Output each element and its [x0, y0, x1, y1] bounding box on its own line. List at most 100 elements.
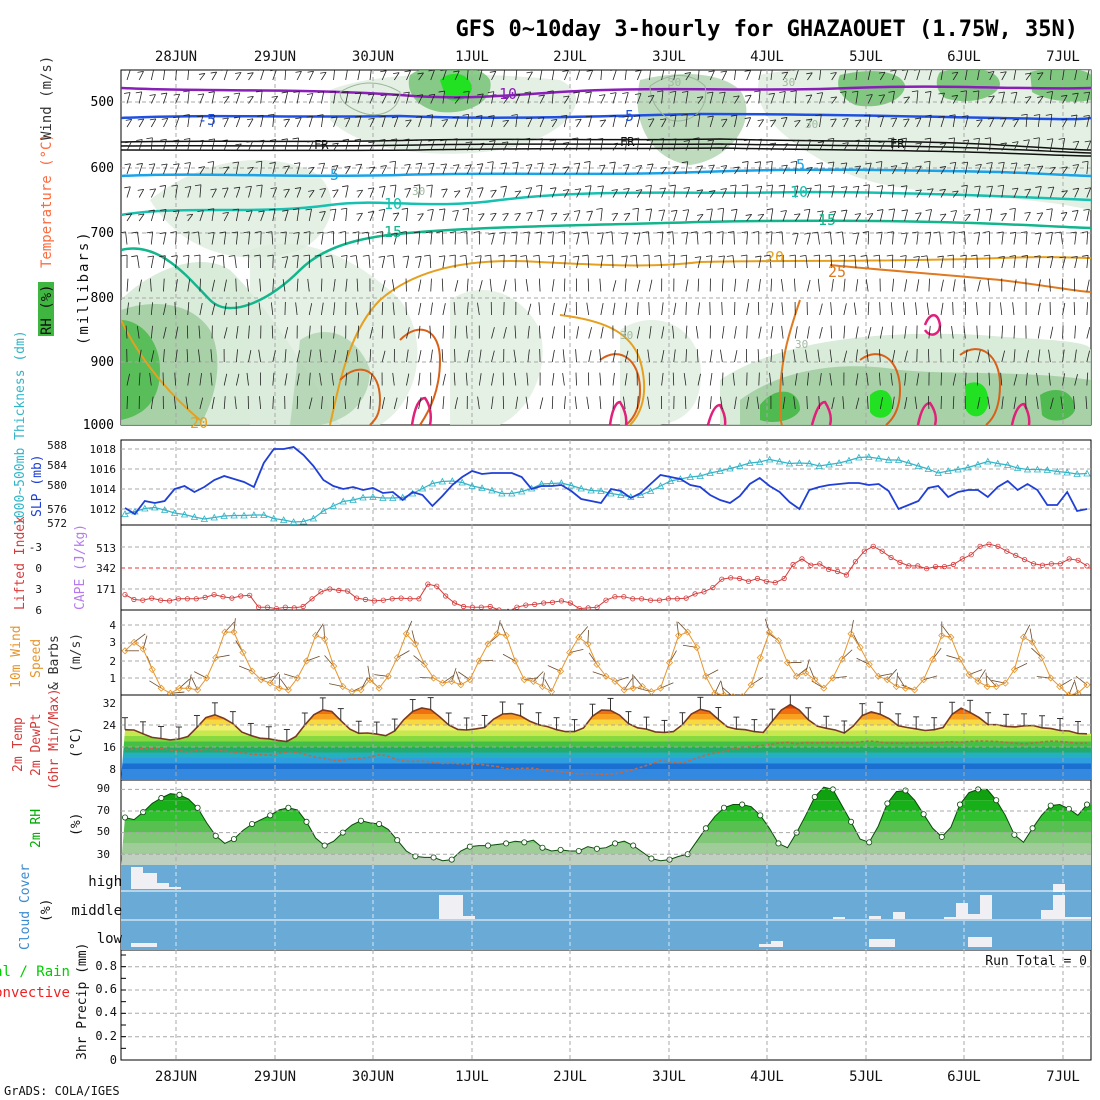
upper-barb-staff [1062, 212, 1068, 222]
lifted-index-point [532, 601, 538, 608]
upper-barb-staff [916, 70, 921, 81]
upper-barb-staff [381, 325, 384, 339]
upper-barb-staff [770, 184, 773, 198]
upper-barb-staff [624, 116, 629, 128]
label-minus10: -10 [490, 85, 517, 103]
upper-barb-staff [284, 118, 290, 128]
upper-barb-staff [649, 208, 653, 222]
upper-barb-staff [892, 91, 895, 104]
lifted-index-point [728, 575, 734, 581]
upper-barb-flag [611, 189, 618, 191]
upper-barb-staff [793, 396, 796, 410]
upper-barb-staff [296, 117, 302, 128]
upper-barb-flag [147, 255, 154, 258]
upper-barb-staff [915, 302, 918, 316]
wind-ylabel-units: (m/s) [69, 633, 84, 672]
upper-barb-flag [745, 94, 752, 97]
upper-barb-flag [779, 91, 786, 93]
upper-barb-flag [525, 187, 532, 190]
upper-barb-staff [867, 70, 871, 81]
upper-barb-flag [817, 210, 824, 213]
upper-barb-staff [515, 213, 521, 222]
upper-barb-staff [721, 188, 727, 198]
cape-panel: -3 0 3 6 513 342 171 Lifted Index CAPE (… [13, 516, 1091, 617]
upper-barb-staff [223, 279, 227, 292]
upper-barb-staff [940, 256, 944, 269]
upper-barb-staff [734, 184, 737, 198]
upper-barb-staff [673, 302, 677, 316]
upper-barb-staff [392, 372, 395, 386]
upper-barb-staff [807, 118, 813, 128]
wind10m-point [212, 654, 220, 662]
wind10m-point [856, 643, 864, 651]
lifted-index-point [184, 596, 190, 602]
lifted-index-point [1075, 557, 1081, 563]
rh-point [249, 820, 256, 827]
upper-barb-staff [150, 255, 154, 269]
upper-barb-flag [380, 165, 387, 167]
upper-barb-staff [248, 350, 252, 363]
lifted-index-point [897, 559, 903, 566]
upper-barb-staff [150, 231, 154, 245]
upper-barb-flag [1072, 164, 1079, 166]
upper-barb-staff [150, 278, 152, 292]
upper-barb-flag [453, 164, 460, 167]
wind10m-point [974, 677, 982, 685]
upper-barb-flag [830, 118, 837, 121]
upper-barb-staff [819, 373, 822, 386]
lifted-index-point [131, 596, 137, 603]
upper-barb-flag [669, 91, 676, 93]
upper-barb-staff [454, 116, 459, 128]
upper-barb-staff [270, 302, 274, 316]
upper-barb-staff [696, 231, 699, 245]
rh-band-4 [121, 811, 1091, 822]
thickness-point [1053, 467, 1061, 475]
upper-barb-staff [1074, 231, 1077, 245]
upper-barb-staff [794, 161, 798, 175]
upper-barb-flag [705, 255, 713, 258]
upper-barb-staff [746, 184, 749, 198]
upper-barb-flag [1061, 190, 1068, 193]
lifted-index-point [398, 595, 404, 601]
upper-barb-flag [478, 142, 485, 145]
upper-barb-flag [223, 96, 230, 98]
upper-barb-staff [491, 373, 494, 386]
temp-tick-24: 24 [103, 719, 117, 732]
upper-barb-staff [515, 138, 519, 151]
upper-barb-staff [1074, 325, 1076, 339]
upper-barb-staff [952, 279, 956, 292]
upper-barb-staff [260, 161, 263, 175]
upper-barb-flag [208, 232, 215, 234]
upper-barb-staff [296, 71, 302, 81]
upper-barb-staff [466, 141, 472, 151]
upper-barb-flag [860, 255, 867, 257]
upper-barb-staff [697, 96, 704, 104]
upper-barb-staff [454, 280, 459, 292]
upper-barb-flag [769, 142, 776, 145]
upper-barb-staff [952, 190, 959, 198]
upper-barb-staff [491, 71, 497, 81]
precip-tick-06: 0.6 [95, 982, 117, 996]
upper-barb-staff [855, 70, 858, 81]
upper-barb-staff [223, 166, 230, 175]
upper-barb-staff [333, 142, 339, 151]
upper-barb-staff [430, 209, 434, 222]
upper-barb-staff [198, 325, 201, 339]
rh-ticks: 30 50 70 90 [97, 782, 110, 861]
upper-barb-staff [1050, 186, 1055, 198]
temp-ylabel-3: (6hr Min/Max) [47, 688, 62, 790]
upper-barb-flag [1083, 91, 1090, 94]
upper-barb-flag [742, 161, 749, 163]
upper-barb-flag [1047, 186, 1054, 189]
upper-barb-staff [539, 231, 543, 245]
upper-barb-staff [964, 162, 969, 175]
upper-barb-staff [1013, 232, 1017, 245]
upper-barb-flag [148, 163, 155, 166]
upper-barb-staff [393, 116, 399, 128]
upper-barb-staff [478, 70, 483, 81]
wind10m-point [892, 682, 900, 691]
thickness-point [984, 457, 992, 465]
upper-barb-flag [342, 185, 349, 188]
upper-barb-flag [452, 116, 459, 119]
upper-barb-flag [327, 231, 334, 233]
